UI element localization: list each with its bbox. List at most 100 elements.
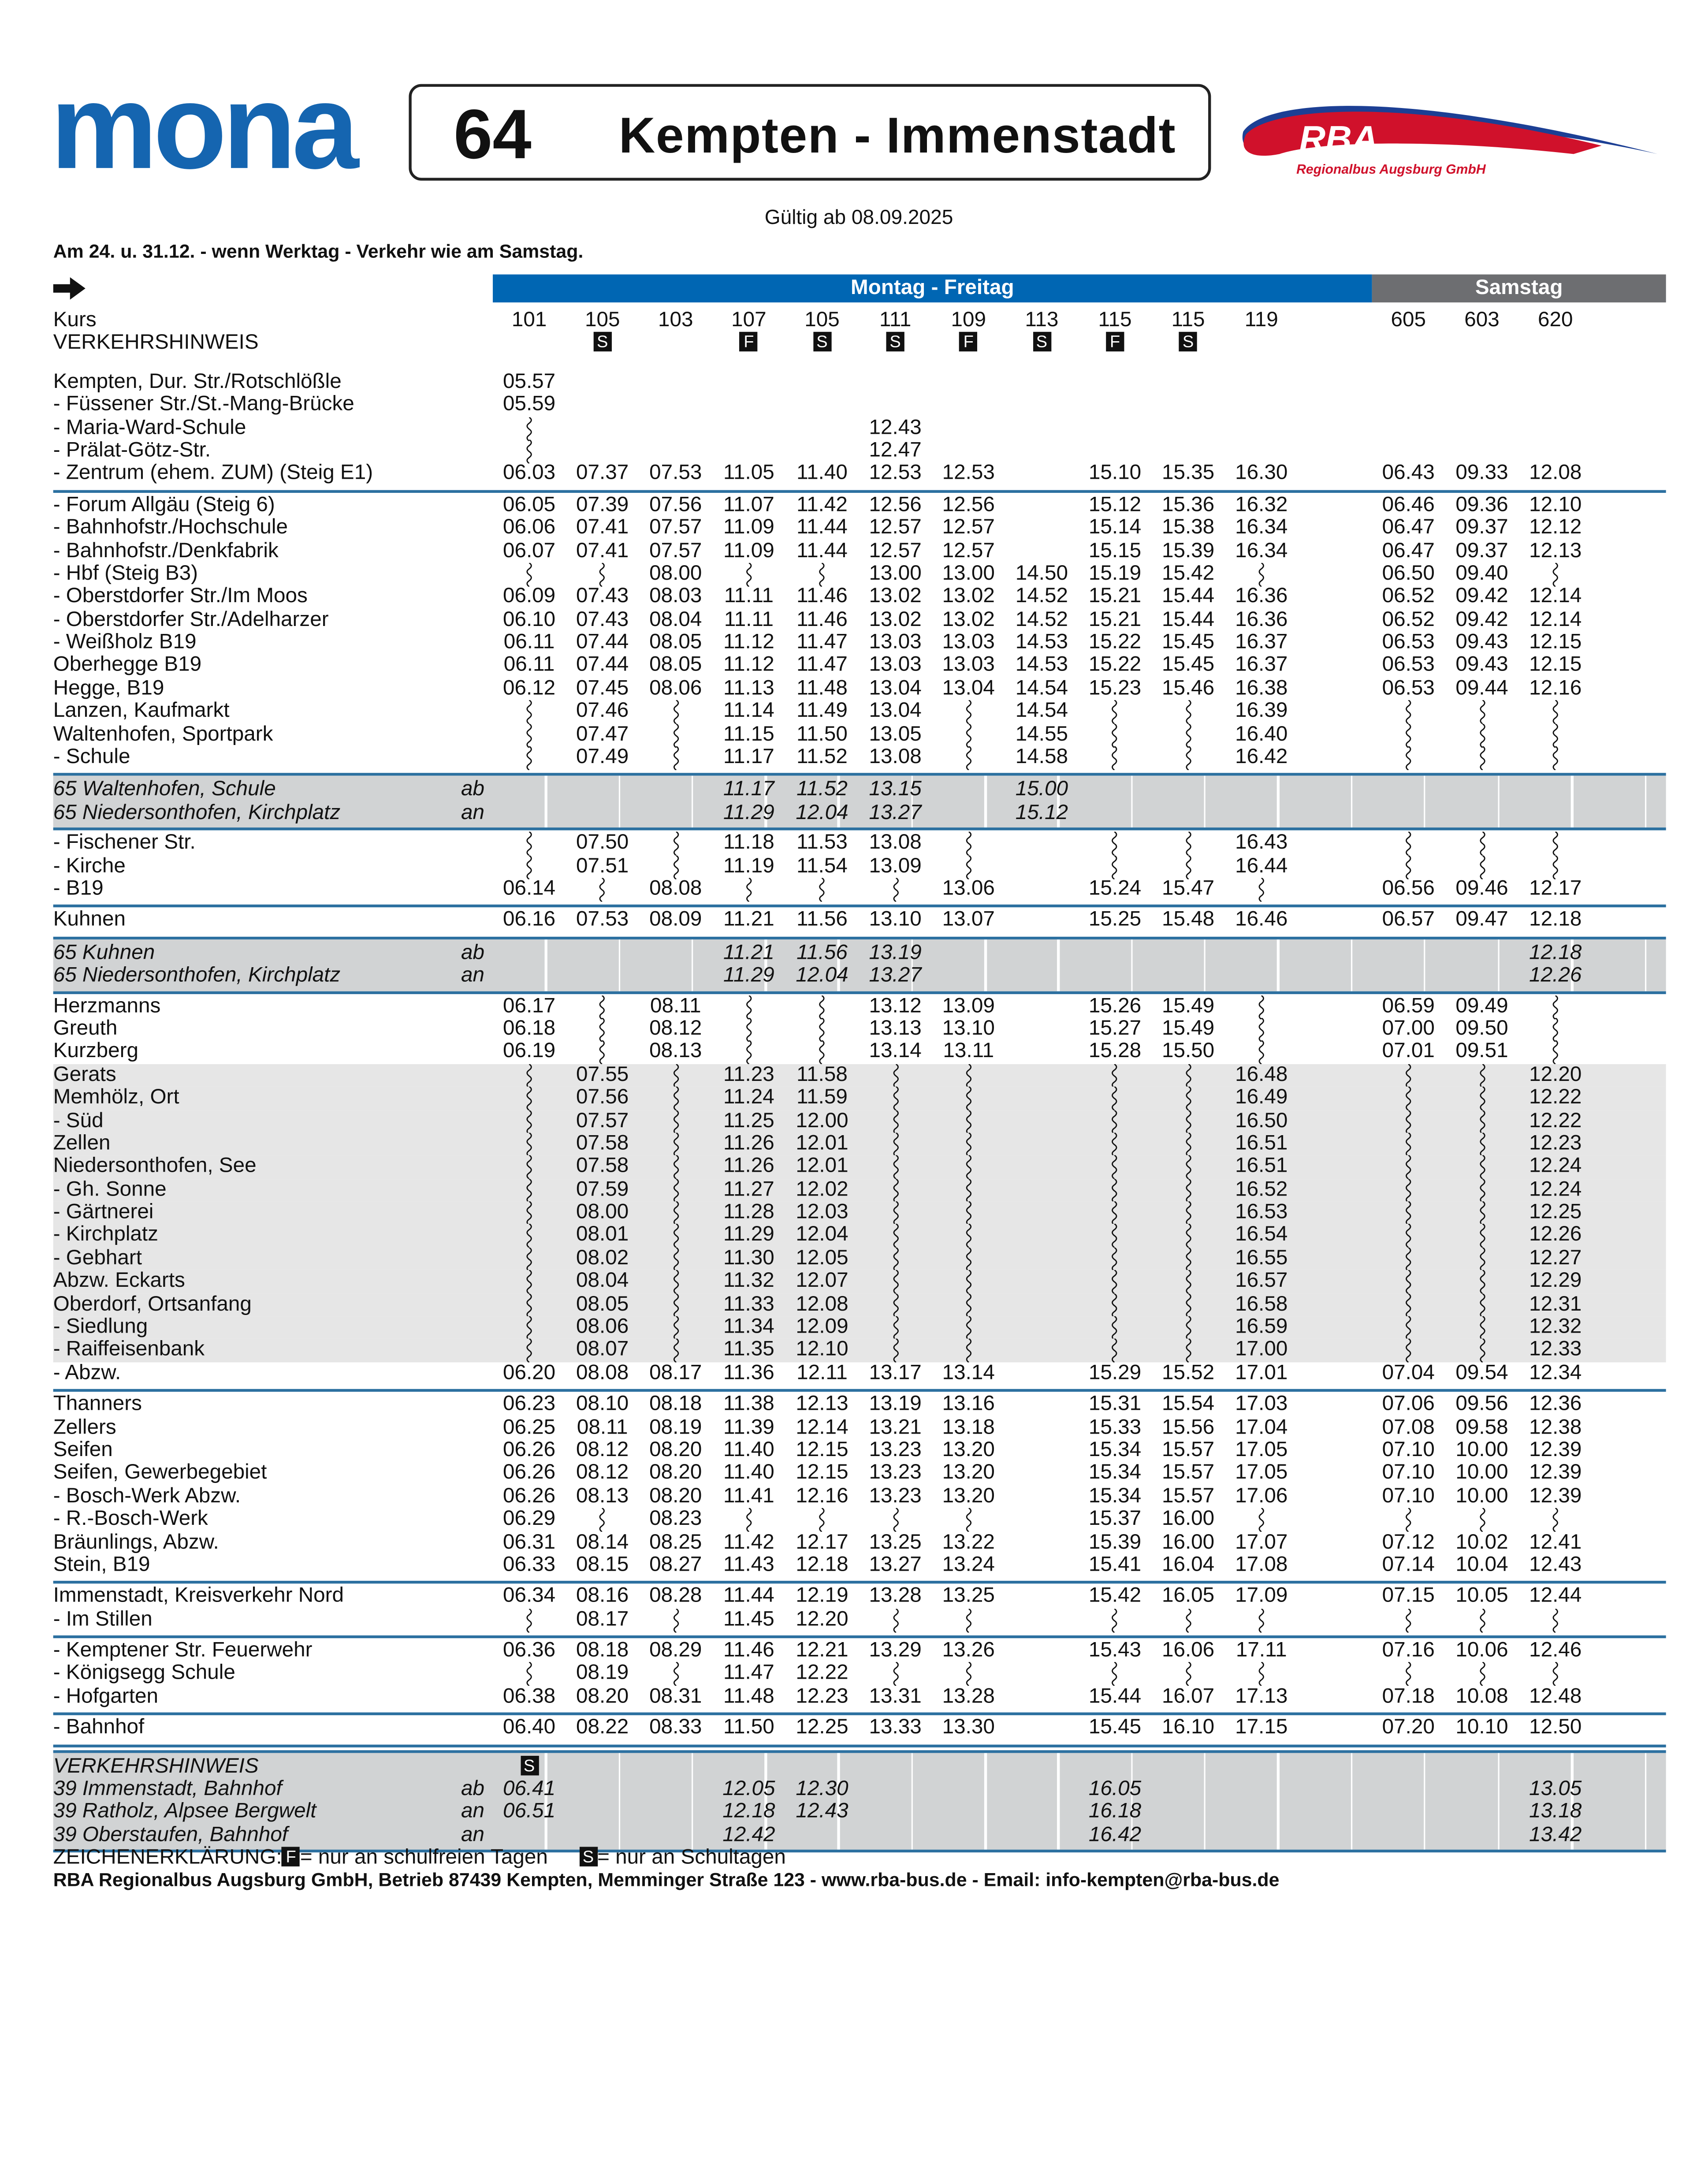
hinweis-row: VERKEHRSHINWEIS S F S S F S F S	[0, 331, 1708, 355]
departure-time: 11.25	[723, 1108, 774, 1132]
no-stop-squiggle-icon	[526, 1132, 532, 1157]
departure-time: 16.18	[1088, 1799, 1142, 1824]
table-row: Niedersonthofen, See 07.58 11.26 12.01 16.51…	[0, 1154, 1708, 1180]
departure-time: 12.25	[1529, 1200, 1582, 1224]
table-row: Greuth 06.18 08.12 13.13 13.10 15.27 15.49 07.0…	[0, 1016, 1708, 1042]
departure-time: 11.42	[723, 1530, 774, 1554]
no-stop-squiggle-icon	[893, 1316, 898, 1340]
departure-time: 11.19	[723, 853, 774, 878]
no-stop-cell	[859, 878, 932, 902]
departure-time: 15.56	[1161, 1415, 1215, 1439]
no-stop-squiggle-icon	[526, 1201, 532, 1226]
departure-time: 12.50	[1529, 1715, 1582, 1740]
no-stop-squiggle-icon	[1406, 1662, 1411, 1687]
no-stop-squiggle-icon	[1185, 1087, 1191, 1111]
no-stop-squiggle-icon	[673, 1662, 678, 1687]
departure-time: 08.20	[649, 1438, 702, 1462]
no-stop-squiggle-icon	[1479, 1178, 1485, 1203]
no-stop-squiggle-icon	[966, 1224, 971, 1248]
course-badge: S	[859, 332, 932, 355]
departure-time: 12.30	[796, 1777, 848, 1801]
departure-time: 11.26	[723, 1131, 774, 1155]
departure-time: 11.36	[723, 1360, 774, 1385]
departure-time: 11.45	[723, 1607, 774, 1631]
no-stop-squiggle-icon	[1112, 1662, 1118, 1687]
departure-time: 15.44	[1161, 584, 1215, 608]
no-stop-cell	[1079, 1064, 1151, 1088]
no-stop-squiggle-icon	[746, 1040, 752, 1065]
departure-time: 12.26	[1529, 1223, 1582, 1247]
no-stop-cell	[1372, 1339, 1445, 1363]
departure-time: 14.53	[1015, 653, 1068, 677]
course-number: 107	[731, 308, 767, 332]
table-row: - Prälat-Götz-Str. 12.47	[0, 438, 1708, 464]
no-stop-squiggle-icon	[673, 832, 678, 856]
no-stop-squiggle-icon	[1406, 1224, 1411, 1248]
no-stop-squiggle-icon	[893, 1339, 898, 1363]
departure-time: 07.16	[1382, 1638, 1435, 1662]
no-stop-cell	[1372, 723, 1445, 747]
column-divider	[764, 939, 767, 991]
column-divider	[1277, 939, 1280, 991]
departure-time: 07.57	[649, 538, 702, 563]
column-divider	[1131, 939, 1133, 991]
stop-name: Kempten, Dur. Str./Rotschlößle	[53, 369, 342, 393]
stop-name: - Oberstdorfer Str./Im Moos	[53, 584, 308, 608]
no-stop-squiggle-icon	[1112, 1178, 1118, 1203]
no-stop-cell	[639, 746, 712, 771]
no-stop-cell	[932, 700, 1005, 724]
mona-logo: mona	[50, 87, 364, 176]
no-stop-cell	[1519, 700, 1592, 724]
departure-time: 13.30	[942, 1715, 995, 1740]
table-row: Thanners 06.23 08.10 08.18 11.38 12.13 13.19 13…	[0, 1392, 1708, 1416]
table-row: - Hofgarten 06.38 08.20 08.31 11.48 12.23 13.3…	[0, 1684, 1708, 1709]
departure-time: 11.56	[796, 940, 848, 965]
no-stop-cell	[493, 1087, 566, 1111]
departure-time: 06.53	[1382, 653, 1435, 677]
departure-time: 11.32	[723, 1269, 774, 1293]
departure-time: 13.25	[942, 1584, 995, 1608]
route-title: Kempten - Immenstadt	[618, 106, 1176, 164]
departure-time: 11.39	[723, 1415, 774, 1439]
no-stop-squiggle-icon	[1112, 746, 1118, 771]
departure-time: 12.43	[796, 1799, 848, 1824]
no-stop-squiggle-icon	[1185, 1224, 1191, 1248]
no-stop-squiggle-icon	[1479, 1224, 1485, 1248]
departure-time: 12.34	[1529, 1360, 1582, 1385]
no-stop-squiggle-icon	[1258, 1662, 1264, 1687]
course-number: 105	[584, 308, 620, 332]
no-stop-cell	[1225, 1017, 1298, 1042]
departure-time: 08.14	[576, 1530, 629, 1554]
no-stop-squiggle-icon	[893, 1508, 898, 1532]
no-stop-cell	[639, 855, 712, 879]
stop-name: - Hofgarten	[53, 1684, 159, 1708]
departure-time: 14.52	[1015, 584, 1068, 608]
departure-time: 10.05	[1455, 1584, 1508, 1608]
departure-time: 12.15	[796, 1460, 848, 1485]
no-stop-squiggle-icon	[819, 1040, 825, 1065]
no-stop-squiggle-icon	[1406, 1064, 1411, 1088]
no-stop-cell	[1079, 855, 1151, 879]
departure-time: 07.43	[576, 607, 629, 631]
column-divider	[1350, 776, 1353, 828]
no-stop-squiggle-icon	[1185, 855, 1191, 879]
no-stop-cell	[1519, 1662, 1592, 1687]
no-stop-squiggle-icon	[526, 832, 532, 856]
departure-time: 06.12	[502, 676, 556, 700]
departure-time: 12.57	[869, 515, 922, 540]
departure-time: 12.08	[1529, 461, 1582, 485]
arrival-departure-marker: an	[461, 801, 484, 825]
no-stop-cell	[1152, 1178, 1224, 1203]
table-row: Herzmanns 06.17 08.11 13.12 13.09 15.26 15.49 0…	[0, 994, 1708, 1019]
table-row: - Gebhart 08.02 11.30 12.05 16.55 12.27	[0, 1246, 1708, 1271]
no-stop-cell	[639, 1293, 712, 1317]
course-badge: S	[566, 332, 639, 355]
departure-time: 07.00	[1382, 1016, 1435, 1040]
no-stop-squiggle-icon	[673, 1608, 678, 1632]
no-stop-cell	[493, 1155, 566, 1180]
no-stop-cell	[932, 1087, 1005, 1111]
departure-time: 08.12	[576, 1438, 629, 1462]
departure-time: 16.37	[1235, 653, 1288, 677]
departure-time: 11.44	[723, 1584, 774, 1608]
departure-time: 11.47	[723, 1661, 774, 1685]
